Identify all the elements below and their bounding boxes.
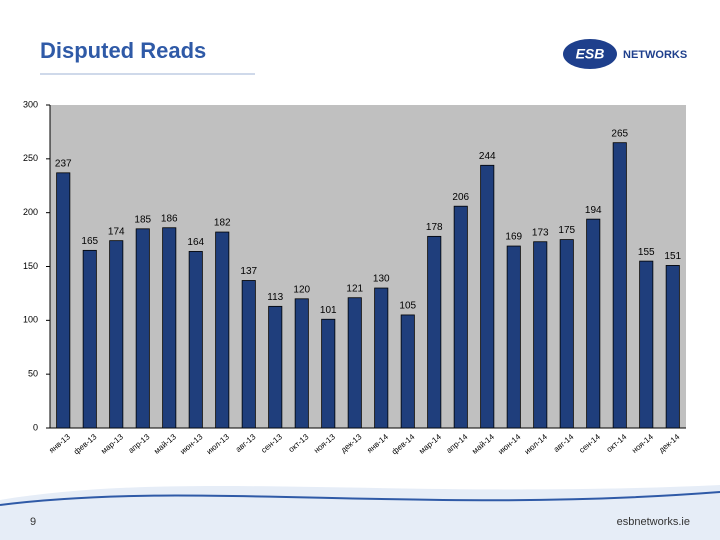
logo-name: NETWORKS	[623, 49, 687, 61]
y-tick-label: 150	[23, 261, 38, 271]
x-tick-label: дек-13	[339, 432, 364, 455]
y-tick-label: 250	[23, 153, 38, 163]
bar	[82, 249, 97, 429]
y-tick-label: 50	[28, 369, 38, 379]
x-tick-label: авг-13	[234, 432, 258, 454]
bar	[586, 218, 601, 429]
slide-title: Disputed Reads	[40, 38, 206, 63]
bar	[612, 142, 627, 429]
data-label: 113	[267, 292, 283, 303]
data-label: 169	[505, 232, 522, 243]
bar	[559, 239, 574, 429]
x-tick-label: июл-13	[205, 432, 232, 456]
data-label: 178	[426, 222, 443, 233]
data-label: 206	[452, 192, 469, 203]
bar	[665, 265, 680, 429]
data-label: 186	[161, 213, 178, 224]
data-label: 185	[134, 214, 151, 225]
data-label: 120	[293, 284, 310, 295]
y-tick-label: 0	[33, 422, 38, 432]
footer-wave	[0, 485, 720, 540]
x-tick-label: июл-14	[523, 432, 550, 456]
plot-area	[50, 105, 686, 428]
x-tick-label: дек-14	[657, 432, 682, 455]
x-tick-label: авг-14	[552, 432, 576, 454]
bar	[427, 235, 442, 429]
data-label: 105	[399, 301, 416, 312]
logo: ESB NETWORKS	[563, 39, 687, 69]
bar	[374, 287, 389, 429]
data-label: 155	[638, 247, 655, 258]
x-tick-label: июн-13	[178, 432, 204, 456]
x-tick-label: сен-13	[259, 432, 284, 455]
x-tick-label: окт-14	[605, 432, 629, 454]
data-label: 121	[346, 283, 363, 294]
bar	[294, 298, 309, 429]
data-label: 173	[532, 227, 549, 238]
x-tick-label: фев-13	[72, 432, 99, 457]
footer: 9 esbnetworks.ie	[0, 485, 720, 540]
data-label: 265	[611, 128, 628, 139]
bar	[506, 245, 521, 429]
data-label: 174	[108, 226, 125, 237]
x-tick-label: ноя-13	[312, 432, 337, 455]
data-label: 237	[55, 158, 72, 169]
logo-badge	[563, 39, 617, 69]
x-tick-label: янв-13	[47, 432, 72, 455]
bar	[321, 318, 336, 429]
x-tick-label: янв-14	[365, 432, 390, 455]
data-label: 130	[373, 274, 390, 285]
bar	[639, 260, 654, 429]
bar	[241, 280, 256, 429]
data-label: 151	[664, 251, 681, 262]
x-tick-label: мар-14	[417, 432, 443, 456]
bar	[268, 305, 283, 429]
y-tick-label: 300	[23, 99, 38, 109]
bar	[162, 227, 177, 429]
x-tick-label: май-13	[152, 432, 178, 456]
bar	[188, 251, 203, 429]
x-tick-label: сен-14	[577, 432, 602, 455]
data-label: 182	[214, 218, 231, 229]
data-label: 194	[585, 205, 602, 216]
bar	[56, 172, 71, 429]
y-tick-label: 200	[23, 207, 38, 217]
logo-mark: ESB	[576, 46, 605, 62]
y-tick-label: 100	[23, 315, 38, 325]
data-label: 165	[81, 236, 98, 247]
bar	[347, 297, 362, 429]
data-label: 137	[240, 266, 257, 277]
footer-line	[0, 491, 720, 506]
bar	[453, 205, 468, 429]
data-label: 164	[187, 237, 204, 248]
page-number: 9	[30, 516, 36, 528]
data-label: 175	[558, 225, 575, 236]
x-tick-label: мар-13	[99, 432, 125, 456]
bar	[109, 240, 124, 429]
bar	[400, 314, 415, 429]
data-label: 244	[479, 151, 496, 162]
x-tick-label: окт-13	[287, 432, 311, 454]
bar	[480, 164, 495, 429]
bar	[135, 228, 150, 429]
bar	[215, 231, 230, 429]
x-tick-label: фев-14	[390, 432, 417, 457]
x-tick-label: апр-14	[445, 432, 470, 455]
footer-url: esbnetworks.ie	[617, 516, 690, 528]
x-tick-label: апр-13	[127, 432, 152, 455]
data-label: 101	[320, 305, 337, 316]
bar	[533, 241, 548, 429]
x-tick-label: май-14	[470, 432, 496, 456]
x-tick-label: июн-14	[496, 432, 522, 456]
x-tick-label: ноя-14	[630, 432, 655, 455]
